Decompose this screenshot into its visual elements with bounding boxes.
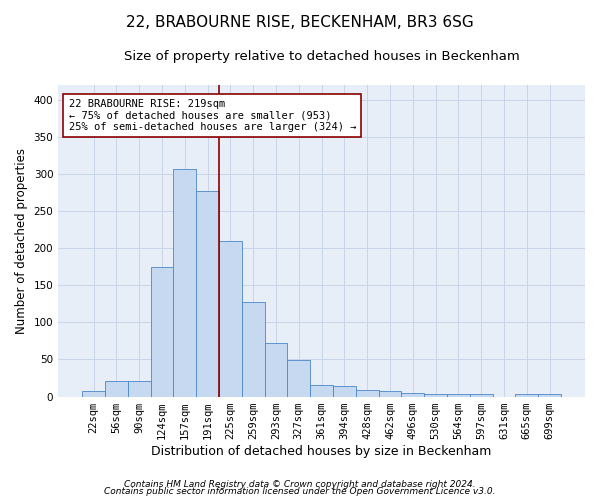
Bar (447, 394, 470, 396)
Bar (151, 268, 173, 396)
Bar (105, 381, 128, 396)
Title: Size of property relative to detached houses in Beckenham: Size of property relative to detached ho… (124, 50, 520, 63)
Bar (424, 394, 447, 396)
Bar (310, 386, 333, 396)
Text: 22 BRABOURNE RISE: 219sqm
← 75% of detached houses are smaller (953)
25% of semi: 22 BRABOURNE RISE: 219sqm ← 75% of detac… (69, 99, 356, 132)
Text: 22, BRABOURNE RISE, BECKENHAM, BR3 6SG: 22, BRABOURNE RISE, BECKENHAM, BR3 6SG (126, 15, 474, 30)
Bar (379, 390, 401, 396)
Y-axis label: Number of detached properties: Number of detached properties (15, 148, 28, 334)
Bar (538, 394, 561, 396)
Bar (470, 394, 493, 396)
Bar (356, 390, 379, 396)
Bar (219, 241, 242, 396)
Bar (515, 394, 538, 396)
Bar (242, 302, 265, 396)
Bar (265, 343, 287, 396)
Bar (128, 381, 151, 396)
Text: Contains HM Land Registry data © Crown copyright and database right 2024.: Contains HM Land Registry data © Crown c… (124, 480, 476, 489)
Bar (287, 360, 310, 397)
Bar (196, 191, 219, 396)
X-axis label: Distribution of detached houses by size in Beckenham: Distribution of detached houses by size … (151, 444, 492, 458)
Bar (401, 393, 424, 396)
Text: Contains public sector information licensed under the Open Government Licence v3: Contains public sector information licen… (104, 488, 496, 496)
Bar (333, 386, 356, 396)
Bar (82, 392, 105, 396)
Bar (173, 169, 196, 396)
